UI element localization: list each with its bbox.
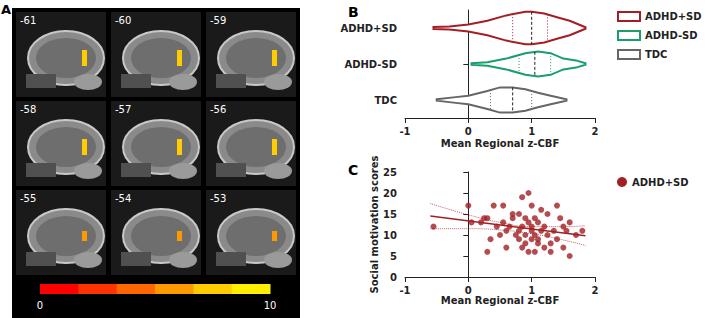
svg-text:-1: -1 <box>399 126 410 137</box>
svg-text:TDC: TDC <box>645 49 667 60</box>
svg-text:1: 1 <box>528 126 535 137</box>
svg-text:15: 15 <box>383 209 397 220</box>
svg-text:ADHD-SD: ADHD-SD <box>645 30 698 41</box>
svg-text:ADHD+SD: ADHD+SD <box>340 23 397 34</box>
svg-text:5: 5 <box>390 251 397 262</box>
svg-text:Mean Regional z-CBF: Mean Regional z-CBF <box>441 295 560 306</box>
svg-text:-54: -54 <box>115 193 131 204</box>
svg-text:-55: -55 <box>20 193 36 204</box>
svg-text:ADHD-SD: ADHD-SD <box>344 59 397 70</box>
svg-text:TDC: TDC <box>375 95 397 106</box>
svg-text:1: 1 <box>528 285 535 296</box>
svg-text:-53: -53 <box>210 193 226 204</box>
svg-text:ADHD+SD: ADHD+SD <box>645 11 702 22</box>
svg-text:ADHD+SD: ADHD+SD <box>632 177 689 188</box>
svg-text:A: A <box>1 2 11 17</box>
svg-text:10: 10 <box>264 300 277 311</box>
svg-text:-1: -1 <box>399 285 410 296</box>
svg-text:2: 2 <box>592 285 599 296</box>
svg-text:0: 0 <box>465 126 472 137</box>
svg-text:-59: -59 <box>210 15 226 26</box>
svg-text:0: 0 <box>390 272 397 283</box>
svg-text:Social motivation scores: Social motivation scores <box>369 155 380 293</box>
svg-text:0: 0 <box>465 285 472 296</box>
svg-text:-61: -61 <box>20 15 36 26</box>
svg-text:-58: -58 <box>20 104 36 115</box>
svg-text:10: 10 <box>383 230 397 241</box>
svg-text:-57: -57 <box>115 104 131 115</box>
svg-text:B: B <box>348 4 359 20</box>
svg-text:0: 0 <box>37 300 43 311</box>
svg-text:-60: -60 <box>115 15 131 26</box>
svg-text:C: C <box>348 162 358 178</box>
svg-text:20: 20 <box>383 188 397 199</box>
svg-text:Mean Regional z-CBF: Mean Regional z-CBF <box>441 138 560 149</box>
svg-text:25: 25 <box>383 167 397 178</box>
svg-text:-56: -56 <box>210 104 226 115</box>
svg-text:2: 2 <box>592 126 599 137</box>
